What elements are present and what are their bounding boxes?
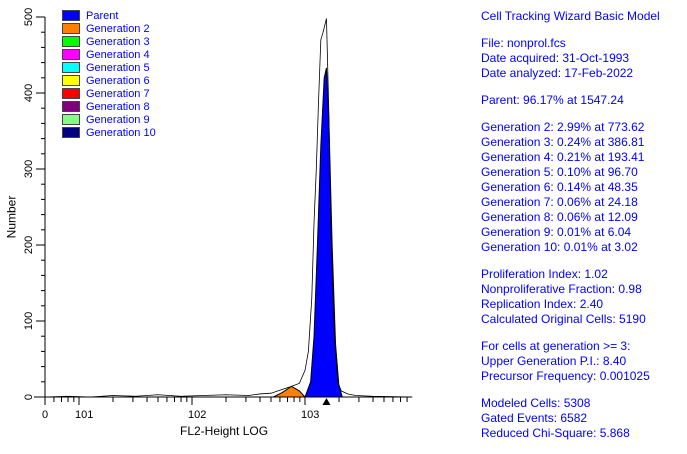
raw-histogram-line: [45, 18, 413, 398]
y-tick-label: 400: [23, 84, 35, 102]
generation-stat: Generation 5: 0.10% at 96.70: [481, 165, 638, 179]
generation-stat: Generation 6: 0.14% at 48.35: [481, 180, 638, 194]
generation-stat: Generation 2: 2.99% at 773.62: [481, 120, 645, 134]
index-stat: Calculated Original Cells: 5190: [481, 312, 646, 326]
legend-label: Generation 4: [86, 48, 150, 61]
legend-item: Parent: [62, 9, 156, 22]
legend-label: Generation 6: [86, 74, 150, 87]
y-tick-label: 500: [23, 8, 35, 26]
legend-label: Generation 5: [86, 61, 150, 74]
legend-label: Generation 10: [86, 126, 156, 139]
fit-stat: Gated Events: 6582: [481, 411, 588, 425]
generation-stat: Generation 9: 0.01% at 6.04: [481, 225, 632, 239]
series-parent: [304, 67, 343, 398]
report-title: Cell Tracking Wizard Basic Model: [481, 9, 660, 23]
generation-stat: Generation 7: 0.06% at 24.18: [481, 195, 638, 209]
x-tick-label: 102: [188, 409, 206, 421]
y-tick-label: 0: [23, 394, 35, 400]
index-stat: Nonproliferative Fraction: 0.98: [481, 282, 642, 296]
parent-stat: Parent: 96.17% at 1547.24: [481, 93, 624, 107]
legend-swatch: [62, 114, 80, 125]
legend-label: Generation 7: [86, 87, 150, 100]
legend-swatch: [62, 49, 80, 60]
legend-swatch: [62, 88, 80, 99]
legend-label: Generation 2: [86, 22, 150, 35]
peak-marker-icon: [322, 398, 331, 405]
histogram-plot: 0 100 200 300 400 500 0 101 102 103: [23, 8, 413, 421]
legend-label: Generation 8: [86, 100, 150, 113]
legend-item: Generation 4: [62, 48, 156, 61]
legend-item: Generation 8: [62, 100, 156, 113]
results-report: Cell Tracking Wizard Basic Model File: n…: [481, 9, 660, 441]
x-tick-label: 101: [75, 409, 93, 421]
x-tick-label: 103: [301, 409, 319, 421]
upper-generation-stat: For cells at generation >= 3:: [481, 339, 631, 353]
index-stat: Proliferation Index: 1.02: [481, 267, 608, 281]
legend-swatch: [62, 62, 80, 73]
y-tick-label: 200: [23, 236, 35, 254]
upper-generation-stat: Upper Generation P.I.: 8.40: [481, 354, 627, 368]
legend-item: Generation 3: [62, 35, 156, 48]
legend-item: Generation 7: [62, 87, 156, 100]
x-axis-label: FL2-Height LOG: [180, 424, 269, 438]
fit-stat: Reduced Chi-Square: 5.868: [481, 426, 630, 440]
upper-generation-stat: Precursor Frequency: 0.001025: [481, 369, 650, 383]
legend-swatch: [62, 75, 80, 86]
legend-label: Generation 3: [86, 35, 150, 48]
legend-item: Generation 10: [62, 126, 156, 139]
legend-item: Generation 5: [62, 61, 156, 74]
legend-swatch: [62, 101, 80, 112]
generation-stat: Generation 3: 0.24% at 386.81: [481, 135, 645, 149]
index-stat: Replication Index: 2.40: [481, 297, 604, 311]
generation-stat: Generation 8: 0.06% at 12.09: [481, 210, 638, 224]
legend-item: Generation 9: [62, 113, 156, 126]
legend-swatch: [62, 127, 80, 138]
legend-swatch: [62, 10, 80, 21]
legend-swatch: [62, 36, 80, 47]
y-tick-label: 300: [23, 160, 35, 178]
legend-item: Generation 6: [62, 74, 156, 87]
file-name: File: nonprol.fcs: [481, 36, 566, 50]
series-generation-2: [273, 385, 307, 398]
legend-label: Parent: [86, 9, 119, 22]
legend-swatch: [62, 23, 80, 34]
legend-label: Generation 9: [86, 113, 150, 126]
generation-stat: Generation 4: 0.21% at 193.41: [481, 150, 645, 164]
date-acquired: Date acquired: 31-Oct-1993: [481, 51, 630, 65]
date-analyzed: Date analyzed: 17-Feb-2022: [481, 66, 634, 80]
fit-stat: Modeled Cells: 5308: [481, 396, 591, 410]
y-axis-label: Number: [4, 195, 19, 239]
x-tick-label: 0: [42, 409, 48, 421]
y-tick-label: 100: [23, 312, 35, 330]
legend-item: Generation 2: [62, 22, 156, 35]
legend: Parent Generation 2 Generation 3 Generation…: [62, 9, 156, 139]
generation-stat: Generation 10: 0.01% at 3.02: [481, 240, 638, 254]
